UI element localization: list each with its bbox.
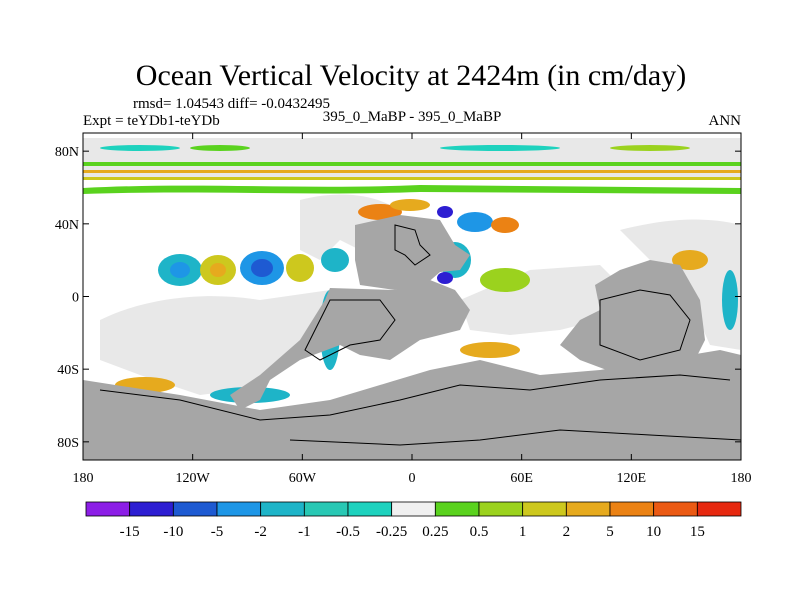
anomaly-blob [210, 263, 226, 277]
anomaly-blob [722, 270, 738, 330]
anomaly-blob [437, 272, 453, 284]
colorbar-label: -2 [254, 524, 267, 540]
land-east [560, 260, 705, 380]
anomaly-blob [440, 145, 560, 151]
x-tick-label: 120W [176, 471, 211, 486]
anomaly-blob [491, 217, 519, 233]
colorbar-swatch [129, 501, 174, 517]
anomaly-blob [358, 204, 402, 220]
colorbar-swatch [216, 501, 262, 517]
y-tick-label: 40S [57, 363, 79, 378]
x-tick-label: 0 [409, 471, 416, 486]
coastline-outlines [99, 224, 742, 446]
anomaly-blob [672, 250, 708, 270]
anomaly-band [83, 162, 741, 166]
x-tick-label: 180 [731, 471, 752, 486]
anomaly-blob [321, 248, 349, 272]
x-tick-label: 60E [510, 471, 533, 486]
anomaly-band [83, 177, 741, 180]
arctic-band [83, 138, 741, 180]
colorbar-label: 10 [646, 524, 661, 540]
anomaly-blob [437, 206, 453, 218]
near-zero-regions [83, 138, 741, 395]
stats-label: rmsd= 1.04543 diff= -0.0432495 [133, 96, 330, 112]
colorbar-swatch [434, 501, 480, 517]
y-tick-label: 80N [55, 145, 79, 160]
colorbar-label: 0.5 [470, 524, 489, 540]
map-panel [82, 132, 742, 461]
colorbar-swatch [609, 501, 655, 517]
anomaly-blob [286, 254, 314, 282]
colorbar-label: -0.5 [336, 524, 360, 540]
colorbar-swatch [172, 501, 218, 517]
colorbar-label: 1 [519, 524, 527, 540]
coastline [394, 224, 431, 266]
case-label: 395_0_MaBP - 395_0_MaBP [323, 109, 502, 125]
anomaly-blob [100, 145, 180, 151]
colorbar-label: -0.25 [376, 524, 407, 540]
anomaly-band [83, 170, 741, 173]
y-axis: 80N 40N 0 40S 80S [55, 145, 741, 451]
colorbar-label: -1 [298, 524, 311, 540]
y-tick-label: 80S [57, 436, 79, 451]
land-southern [83, 350, 741, 460]
anomaly-blob [251, 259, 273, 277]
anomaly-blob [480, 268, 530, 292]
colorbar-label: 0.25 [422, 524, 448, 540]
anomaly-blob [460, 342, 520, 358]
colorbar-swatch [696, 501, 742, 517]
chart-title: Ocean Vertical Velocity at 2424m (in cm/… [136, 59, 686, 92]
experiment-label: Expt = teYDb1-teYDb [83, 113, 220, 129]
colorbar-swatch [303, 501, 349, 517]
x-axis: 180 120W 60W 0 60E 120E 180 [73, 133, 752, 486]
anomaly-blob [457, 212, 493, 232]
colorbar-label: -5 [211, 524, 224, 540]
anomaly-blob [190, 145, 250, 151]
colorbar-swatch [391, 501, 436, 517]
colorbar-swatch [653, 501, 698, 517]
coastline [599, 289, 691, 361]
colorbar: -15 -10 -5 -2 -1 -0.5 -0.25 0.25 0.5 1 2 5 10 15 [85, 501, 742, 540]
colorbar-label: 15 [690, 524, 705, 540]
colorbar-label: 2 [563, 524, 571, 540]
south-hemisphere-region [100, 290, 330, 395]
colorbar-swatch [347, 501, 393, 517]
x-tick-label: 180 [73, 471, 94, 486]
colorbar-swatch [478, 501, 524, 517]
colorbar-label: 5 [606, 524, 614, 540]
coastline [289, 429, 742, 446]
anomaly-blob [390, 199, 430, 211]
season-label: ANN [709, 113, 742, 129]
y-tick-label: 40N [55, 218, 79, 233]
velocity-anomalies [83, 145, 741, 403]
coastline [99, 374, 731, 421]
anomaly-blob [170, 262, 190, 278]
x-tick-label: 60W [289, 471, 317, 486]
colorbar-swatch [565, 501, 611, 517]
y-tick-label: 0 [72, 291, 79, 306]
colorbar-label: -10 [163, 524, 183, 540]
land-asia-europe [355, 215, 470, 290]
colorbar-swatch [85, 501, 131, 517]
colorbar-swatch [260, 501, 305, 517]
anomaly-blob [610, 145, 690, 151]
coastline [304, 299, 396, 361]
x-tick-label: 120E [617, 471, 647, 486]
anomaly-band [83, 185, 741, 194]
colorbar-swatch [522, 501, 567, 517]
colorbar-label: -15 [120, 524, 140, 540]
